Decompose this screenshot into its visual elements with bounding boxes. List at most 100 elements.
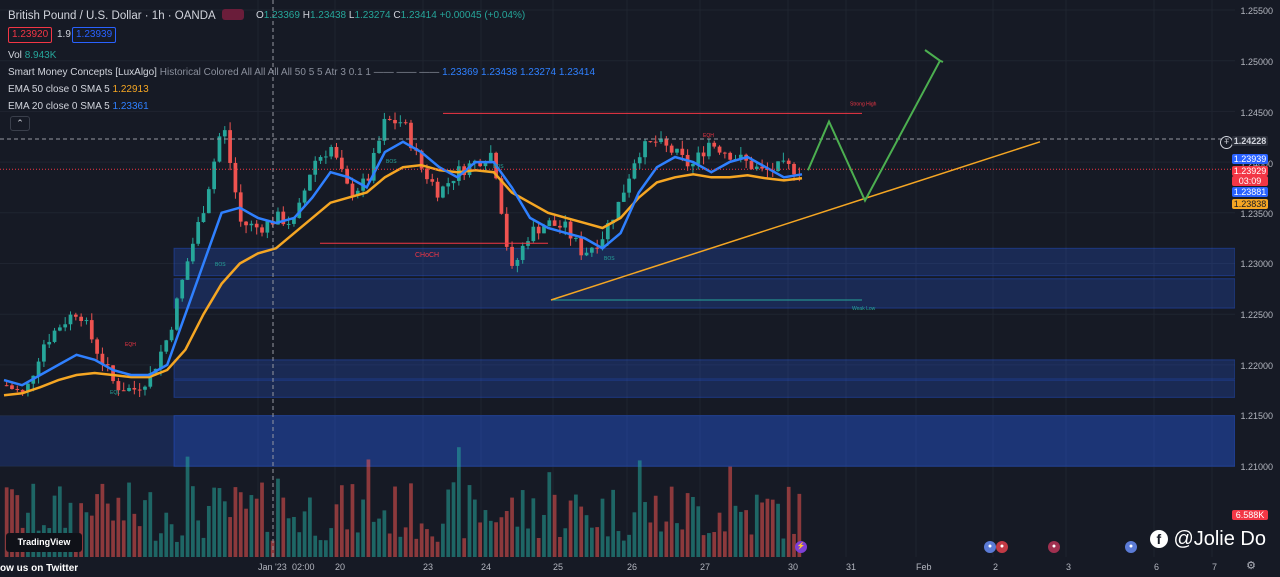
- candle-body: [201, 213, 206, 223]
- volume-bar: [201, 537, 206, 557]
- order-block-zone: [173, 415, 1235, 467]
- ema50-price-tag: 1.23838: [1232, 199, 1268, 209]
- candle-body: [701, 152, 706, 157]
- tradingview-logo: TradingView: [6, 533, 82, 552]
- eqh-label: EQH: [703, 133, 714, 139]
- volume-bar: [770, 499, 775, 557]
- volume-bar: [659, 531, 663, 557]
- ema50-legend[interactable]: EMA 50 close 0 SMA 5 1.22913: [8, 84, 149, 95]
- volume-bar: [589, 527, 594, 557]
- volume-bar: [371, 521, 376, 557]
- volume-bar: [398, 536, 403, 557]
- choch-label: CHoCH: [415, 252, 439, 259]
- volume-bar: [419, 523, 424, 557]
- candle-body: [600, 239, 605, 249]
- candle-body: [680, 148, 685, 155]
- volume-bar: [68, 502, 73, 557]
- volume-bar: [329, 528, 334, 557]
- volume-bar: [760, 502, 764, 557]
- volume-bar: [472, 499, 477, 557]
- volume-bar: [632, 512, 637, 557]
- lightning-icon[interactable]: ⚡: [795, 541, 807, 553]
- volume-bar: [31, 483, 36, 557]
- volume-bar: [190, 486, 195, 557]
- volume-bar: [621, 540, 626, 557]
- price-chart[interactable]: Strong High Weak Low CHoCH BOS BOS BOS BOS EQH E…: [0, 0, 1235, 557]
- volume-bar: [504, 511, 509, 557]
- volume-bar: [377, 518, 381, 557]
- chevron-up-icon[interactable]: ⌃: [10, 116, 30, 131]
- candle-body: [206, 189, 211, 214]
- candle-body: [504, 213, 509, 247]
- volume-bar: [164, 512, 169, 557]
- volume-bar: [637, 460, 642, 557]
- projection-path: [807, 60, 941, 203]
- volume-bar: [57, 486, 62, 557]
- bos-label: BOS: [215, 262, 226, 268]
- sell-button[interactable]: 1.23920: [8, 27, 53, 43]
- candle-body: [446, 183, 451, 187]
- ema20-legend[interactable]: EMA 20 close 0 SMA 5 1.23361: [8, 101, 149, 112]
- candle-body: [696, 152, 701, 164]
- price-axis[interactable]: 1.25500 1.25000 1.24500 1.24000 1.23500 …: [1235, 0, 1280, 557]
- candle-body: [334, 146, 339, 158]
- volume-bar: [467, 485, 472, 557]
- volume-bar: [180, 535, 185, 557]
- volume-bar: [595, 527, 600, 557]
- candle-body: [552, 220, 557, 226]
- volume-bar: [355, 532, 360, 557]
- volume-legend-value: 8.943K: [24, 50, 57, 61]
- volume-bar: [680, 529, 685, 557]
- volume-bar: [563, 528, 568, 557]
- candle-body: [754, 166, 759, 170]
- symbol-title[interactable]: British Pound / U.S. Dollar · 1h · OANDA: [8, 9, 244, 22]
- volume-bar: [403, 527, 408, 557]
- ohlc-readout: O1.23369 H1.23438 L1.23274 C1.23414 +0.0…: [256, 10, 525, 21]
- candle-body: [100, 353, 105, 365]
- strong-high-label: Strong High: [850, 101, 877, 107]
- candle-body: [605, 223, 610, 240]
- volume-bar: [520, 490, 525, 557]
- buy-button[interactable]: 1.23939: [72, 27, 117, 43]
- candle-body: [520, 245, 525, 260]
- candle-body: [116, 381, 121, 391]
- volume-bar: [781, 538, 786, 557]
- volume-legend[interactable]: Vol 8.943K: [8, 50, 56, 61]
- us-flag-icon[interactable]: ●: [996, 541, 1008, 553]
- candle-body: [132, 387, 137, 390]
- candle-body: [558, 225, 562, 228]
- candle-body: [164, 340, 169, 352]
- volume-bar: [547, 472, 552, 557]
- us-flag-icon[interactable]: ●: [1125, 541, 1137, 553]
- volume-bar: [148, 492, 153, 557]
- eqh-label: EQH: [125, 342, 136, 348]
- us-flag-icon[interactable]: ●: [984, 541, 996, 553]
- price-axis-label: 1.21500: [1240, 411, 1273, 421]
- gear-icon[interactable]: ⚙: [1246, 560, 1256, 572]
- volume-bar: [568, 500, 573, 557]
- candle-body: [89, 320, 94, 340]
- candle-body: [568, 221, 573, 239]
- candle-body: [382, 118, 387, 141]
- ema20-price-tag: 1.23881: [1232, 187, 1268, 197]
- volume-bar: [228, 517, 232, 557]
- uk-flag-icon[interactable]: ●: [1048, 541, 1060, 553]
- volume-bar: [334, 504, 339, 557]
- volume-bar: [526, 528, 530, 557]
- volume-bar: [323, 540, 328, 557]
- volume-tag: 6.588K: [1232, 510, 1268, 520]
- candle-body: [302, 190, 307, 203]
- candle-body: [169, 329, 174, 341]
- candle-body: [127, 387, 131, 392]
- follow-text: ow us on Twitter: [0, 563, 79, 574]
- volume-bar: [105, 503, 110, 557]
- price-axis-label: 1.25000: [1240, 57, 1273, 67]
- smc-legend[interactable]: Smart Money Concepts [LuxAlgo] Historica…: [8, 67, 595, 78]
- candle-body: [542, 226, 546, 234]
- volume-bar: [462, 538, 467, 557]
- ohlc-low-key: L: [348, 10, 355, 21]
- time-axis-label: 26: [627, 562, 638, 572]
- candle-body: [499, 178, 504, 214]
- volume-bar: [627, 534, 631, 557]
- candle-body: [760, 166, 764, 169]
